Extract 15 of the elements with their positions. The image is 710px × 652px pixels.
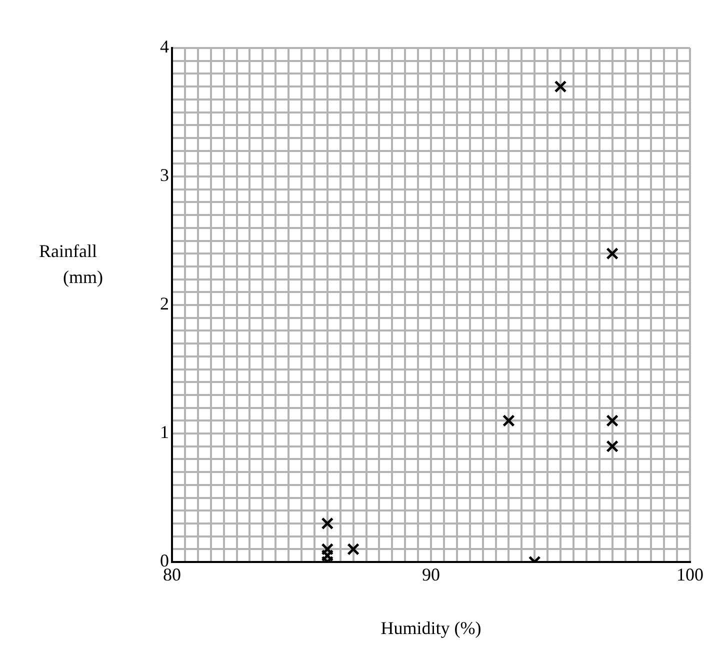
x-tick-label: 90 xyxy=(422,564,440,585)
point xyxy=(502,414,515,427)
point xyxy=(606,247,618,260)
point xyxy=(606,414,618,427)
y-tick-label: 2 xyxy=(160,294,169,314)
point xyxy=(554,80,567,93)
x-tick-label: 100 xyxy=(676,564,704,585)
y-tick-label: 1 xyxy=(160,422,169,442)
point xyxy=(347,542,360,556)
y-axis-title: Rainfall (mm) xyxy=(39,241,103,287)
y-tick-label: 4 xyxy=(160,36,169,57)
x-axis-title: Humidity (%) xyxy=(380,618,482,638)
point xyxy=(606,440,618,453)
y-tick-label: 3 xyxy=(160,165,169,186)
point xyxy=(321,517,334,530)
